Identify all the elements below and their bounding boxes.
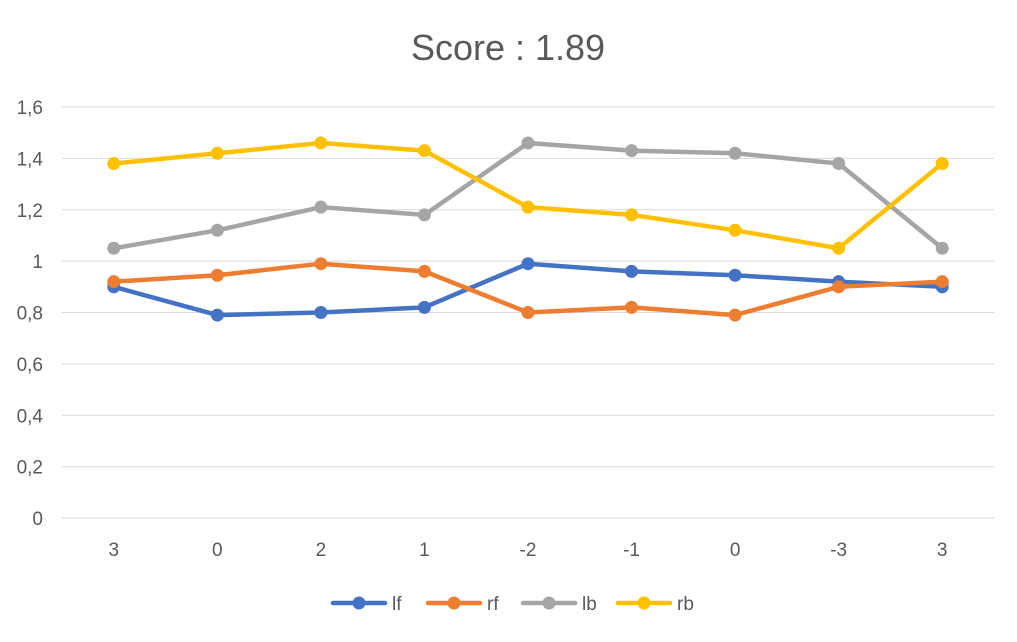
data-point-lf <box>417 300 431 314</box>
series-rf <box>107 257 949 322</box>
y-tick-label: 0,8 <box>17 304 43 325</box>
series-lines <box>107 136 949 322</box>
data-point-lb <box>935 241 949 255</box>
data-point-lf <box>728 268 742 282</box>
data-point-rb <box>314 136 328 150</box>
x-tick-label: 0 <box>212 540 223 561</box>
data-point-lb <box>210 223 224 237</box>
data-point-lf <box>314 306 328 319</box>
y-tick-label: 0 <box>32 509 43 530</box>
data-point-rf <box>210 268 224 282</box>
y-tick-label: 0,2 <box>17 458 43 479</box>
x-tick-label: 2 <box>316 540 327 561</box>
y-tick-label: 0,6 <box>17 355 43 376</box>
y-axis-tick-labels: 0 0,2 0,4 0,6 0,8 1 1,2 1,4 1,6 <box>17 98 44 530</box>
data-point-lf <box>210 308 224 322</box>
legend-item-rf: rf <box>425 594 499 615</box>
x-tick-label: -3 <box>830 540 847 561</box>
data-point-rb <box>521 200 535 214</box>
data-point-rf <box>417 264 431 278</box>
legend-label: rb <box>677 594 694 615</box>
data-point-lb <box>107 241 121 255</box>
data-point-lb <box>521 136 535 150</box>
legend-label: lf <box>392 594 402 615</box>
data-point-lf <box>625 264 639 278</box>
legend-item-rb: rb <box>615 594 694 615</box>
y-tick-label: 1 <box>32 252 43 273</box>
x-tick-label: 1 <box>419 540 430 561</box>
legend-label: rf <box>487 594 499 615</box>
data-point-rb <box>417 144 431 158</box>
legend-label: lb <box>582 594 597 615</box>
legend-swatch-marker <box>352 596 366 610</box>
x-tick-label: 3 <box>937 540 948 561</box>
data-point-rf <box>521 306 535 319</box>
x-tick-label: -1 <box>623 540 640 561</box>
data-point-rb <box>625 208 639 222</box>
x-tick-label: 3 <box>108 540 119 561</box>
x-axis-tick-labels: 3 0 2 1 -2 -1 0 -3 3 <box>108 540 947 561</box>
x-tick-label: 0 <box>730 540 741 561</box>
chart-title: Score : 1.89 <box>411 27 605 68</box>
data-point-rb <box>107 157 121 171</box>
legend: lf rf lb rb <box>330 594 694 615</box>
data-point-rf <box>107 275 121 289</box>
legend-item-lb: lb <box>520 594 597 615</box>
data-point-lf <box>521 257 535 271</box>
series-rb <box>107 136 949 255</box>
y-tick-label: 1,4 <box>17 149 44 170</box>
data-point-lb <box>417 208 431 222</box>
legend-swatch-marker <box>447 596 461 610</box>
data-point-rf <box>728 308 742 322</box>
data-point-rb <box>832 241 846 255</box>
data-point-lb <box>314 200 328 214</box>
data-point-lb <box>625 144 639 158</box>
legend-swatch-marker <box>542 596 556 610</box>
x-tick-label: -2 <box>520 540 537 561</box>
data-point-lb <box>728 146 742 160</box>
data-point-rb <box>728 223 742 237</box>
y-tick-label: 1,2 <box>17 201 43 222</box>
y-tick-label: 0,4 <box>17 406 44 427</box>
data-point-rf <box>314 257 328 271</box>
data-point-rb <box>935 157 949 171</box>
legend-item-lf: lf <box>330 594 402 615</box>
data-point-rf <box>935 275 949 289</box>
series-lb <box>107 136 949 255</box>
data-point-rb <box>210 146 224 160</box>
y-tick-label: 1,6 <box>17 98 43 119</box>
data-point-lb <box>832 157 846 171</box>
data-point-rf <box>625 300 639 314</box>
data-point-rf <box>832 280 846 294</box>
legend-swatch-marker <box>637 596 651 610</box>
